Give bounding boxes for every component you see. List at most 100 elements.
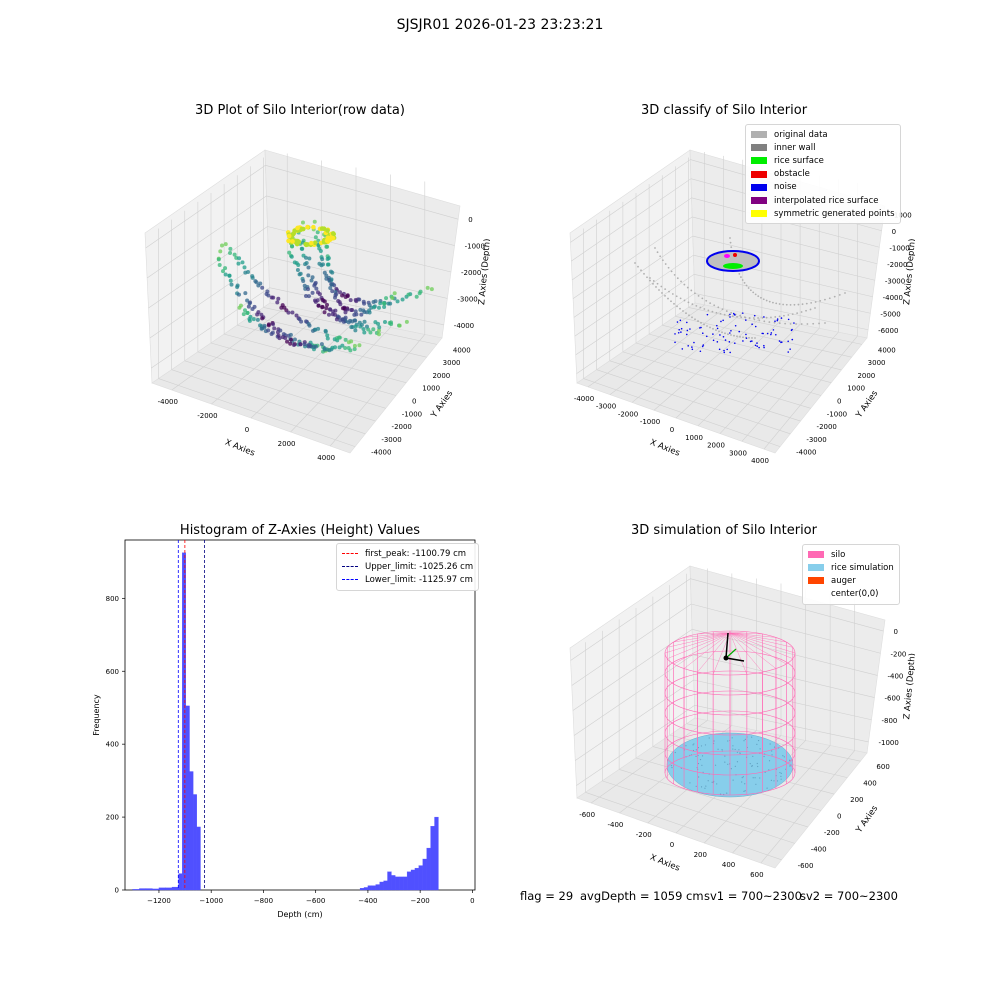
x-tick-label: 0 [670, 426, 674, 434]
rice-point [751, 736, 753, 738]
noise-point [742, 340, 744, 342]
noise-point [700, 326, 702, 329]
rice-point [741, 781, 743, 783]
noise-point [724, 339, 727, 341]
x-tick-label: 0 [245, 426, 249, 434]
z-gridline [572, 197, 692, 281]
original-point [671, 293, 674, 295]
data-point [404, 319, 409, 324]
noise-point [689, 328, 691, 330]
rice-point [717, 748, 719, 750]
rice-point [692, 744, 694, 746]
original-point [660, 285, 663, 288]
original-point [675, 295, 678, 298]
histogram-bar [193, 794, 197, 891]
original-point [753, 318, 756, 321]
silo-roof-wire [729, 632, 793, 659]
plot-frame [124, 539, 476, 891]
histogram-bar [158, 887, 166, 891]
original-point [744, 316, 747, 319]
original-point [686, 286, 689, 289]
z-gridline [269, 287, 444, 326]
data-point [368, 330, 373, 335]
original-point [723, 313, 726, 316]
data-point [306, 273, 311, 278]
data-point [325, 333, 330, 338]
original-point [693, 292, 696, 295]
data-point [322, 310, 327, 315]
silo-roof-wire [729, 632, 777, 669]
y-tick-label: 600 [106, 668, 119, 676]
original-point [828, 297, 831, 300]
noise-point [734, 314, 736, 316]
rice-point [734, 765, 736, 767]
original-point [800, 311, 803, 313]
data-point [283, 336, 288, 341]
histogram-bar [422, 858, 427, 891]
data-point [337, 335, 342, 340]
data-point [333, 345, 338, 350]
center-marker [723, 655, 729, 661]
rice-point [744, 783, 746, 785]
noise-point [733, 342, 736, 344]
data-point [223, 266, 228, 271]
legend-item: interpolated rice surface [751, 194, 895, 207]
original-point [730, 311, 733, 314]
data-point [306, 342, 311, 347]
inner-wall-ring [706, 250, 760, 272]
data-point [313, 298, 318, 303]
data-point [329, 282, 334, 287]
data-point [236, 292, 241, 297]
original-point [774, 316, 777, 318]
noise-point [787, 340, 789, 343]
rice-point [724, 755, 726, 757]
noise-point [723, 349, 725, 352]
y-gridline [619, 769, 808, 828]
noise-point [790, 329, 793, 332]
data-point [227, 273, 232, 278]
original-point [664, 263, 667, 265]
data-point [218, 249, 223, 254]
data-point [357, 297, 362, 302]
legend-swatch [751, 197, 767, 205]
data-point [302, 342, 307, 347]
data-point [256, 283, 261, 288]
rice-point [743, 740, 745, 742]
data-point [303, 262, 308, 267]
original-point [765, 316, 768, 319]
original-point [695, 305, 698, 307]
data-point [312, 240, 318, 246]
histogram-bar [399, 876, 404, 891]
rice-point [756, 743, 758, 745]
data-point [315, 230, 320, 235]
x-tick-label: −600 [306, 897, 325, 905]
data-point [310, 275, 315, 280]
data-point [330, 289, 335, 294]
data-point [348, 298, 353, 303]
histogram-bar [145, 888, 153, 891]
original-point [727, 333, 729, 336]
silo-roof-wire [673, 632, 731, 643]
legend-label: rice simulation [831, 562, 894, 573]
legend-label: noise [774, 182, 797, 193]
data-point [300, 220, 305, 225]
silo-ring [664, 730, 796, 776]
original-point [715, 329, 717, 331]
original-point [751, 337, 753, 339]
original-point [658, 289, 660, 291]
y-tick-label: 3000 [443, 359, 461, 367]
silo-roof-wire [729, 632, 748, 675]
original-point [685, 312, 687, 315]
silo-roof-wire [729, 632, 787, 643]
data-point [275, 300, 280, 305]
original-point [814, 307, 816, 309]
data-point [362, 301, 367, 306]
noise-point [716, 341, 719, 343]
z-gridline [692, 654, 875, 698]
legend-label: auger [831, 575, 856, 586]
data-point [237, 256, 242, 261]
data-point [301, 279, 306, 284]
data-point [346, 346, 351, 351]
rice-point [732, 745, 734, 747]
rice-point [692, 749, 695, 752]
